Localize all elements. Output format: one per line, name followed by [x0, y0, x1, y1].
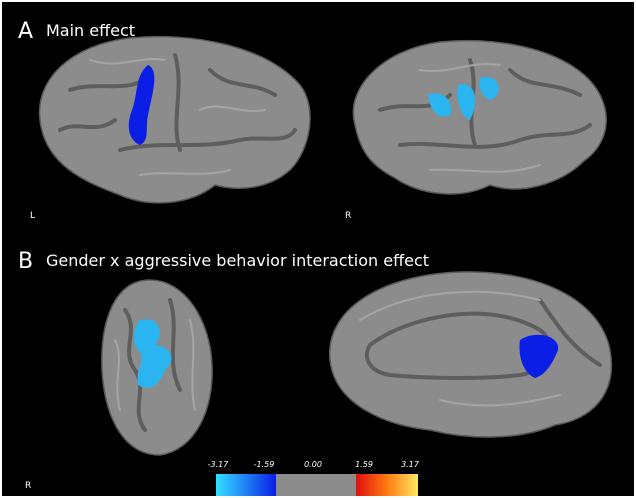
colorbar-label: 3.17	[401, 460, 420, 469]
brain-right-medial	[330, 272, 612, 437]
colorbar-neutral	[276, 474, 356, 496]
colorbar-label: -1.59	[254, 460, 275, 469]
colorbar-positive	[356, 474, 418, 496]
colorbar-negative	[216, 474, 276, 496]
panel-letter: A	[18, 19, 33, 44]
view-label: L	[30, 211, 35, 221]
figure: A Main effect L R B Gender x aggressive …	[0, 0, 636, 498]
colorbar-label: 0.00	[304, 460, 322, 469]
panel-title: Gender x aggressive behavior interaction…	[46, 251, 429, 270]
panel-letter: B	[18, 249, 33, 274]
view-label: R	[25, 481, 31, 491]
view-label: R	[345, 211, 351, 221]
panel-title: Main effect	[46, 21, 135, 40]
brain-right-lateral	[353, 41, 606, 194]
colorbar-label: 1.59	[355, 460, 373, 469]
colorbar-label: -3.17	[208, 460, 230, 469]
